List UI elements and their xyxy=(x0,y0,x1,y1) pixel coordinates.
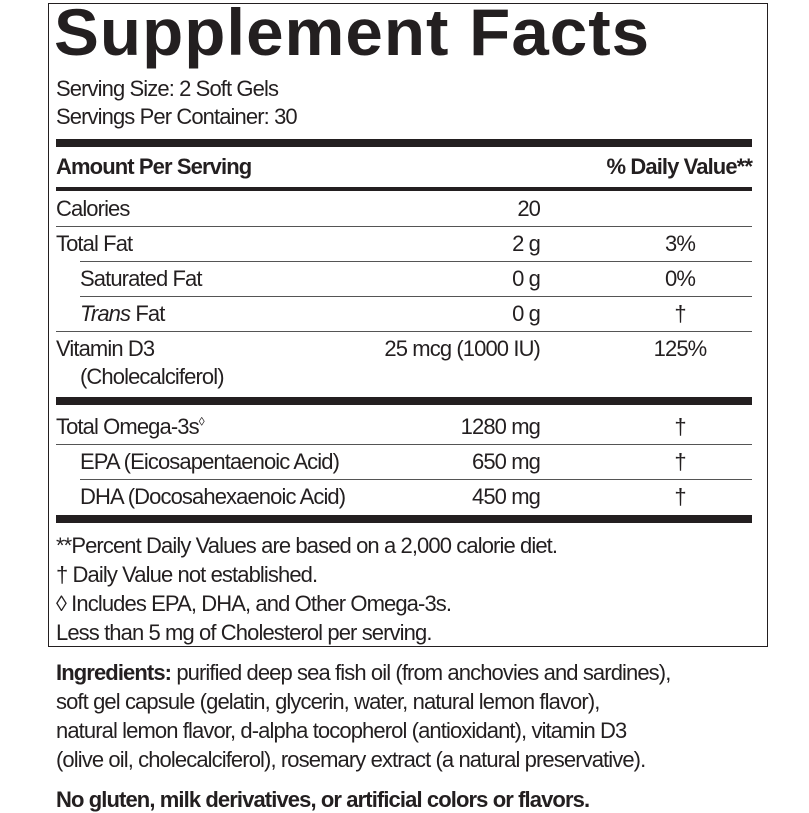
header-divider xyxy=(56,187,752,191)
nutrient-row-dha: DHA (Docosahexaenoic Acid) 450 mg † xyxy=(56,480,752,515)
nutrient-amount: 650 mg xyxy=(472,449,541,474)
row-divider xyxy=(56,226,752,227)
nutrient-dv: † xyxy=(674,414,686,439)
nutrient-name-rest: Fat xyxy=(130,301,165,326)
serving-size: Serving Size: 2 Soft Gels xyxy=(56,76,279,101)
nutrient-row-saturated-fat: Saturated Fat 0 g 0% xyxy=(56,262,752,297)
nutrient-row-epa: EPA (Eicosapentaenoic Acid) 650 mg † xyxy=(56,445,752,480)
nutrient-dv: 125% xyxy=(653,336,708,361)
nutrient-name: EPA (Eicosapentaenoic Acid) xyxy=(80,449,340,474)
nutrient-name: Vitamin D3 xyxy=(56,336,155,361)
nutrient-name: Saturated Fat xyxy=(80,266,203,291)
row-divider xyxy=(80,296,752,297)
ingredients-line: natural lemon flavor, d-alpha tocopherol… xyxy=(56,718,627,743)
nutrient-amount: 450 mg xyxy=(472,484,541,509)
footnote: Less than 5 mg of Cholesterol per servin… xyxy=(56,620,432,645)
nutrient-row-trans-fat: Trans Fat 0 g † xyxy=(56,297,752,332)
nutrient-amount: 0 g xyxy=(512,266,541,291)
thick-divider xyxy=(56,397,752,405)
thick-divider xyxy=(56,139,752,147)
servings-per-container: Servings Per Container: 30 xyxy=(56,104,298,129)
row-divider xyxy=(80,261,752,262)
row-divider xyxy=(80,479,752,480)
nutrient-row-total-omega-3s: Total Omega-3s◊ 1280 mg † xyxy=(56,410,752,445)
ingredients-label: Ingredients: xyxy=(56,660,172,685)
nutrient-amount: 0 g xyxy=(512,301,541,326)
ingredients-line: Ingredients: purified deep sea fish oil … xyxy=(56,660,671,686)
row-divider xyxy=(56,331,752,332)
nutrient-amount: 1280 mg xyxy=(460,414,541,439)
nutrient-amount: 25 mcg (1000 IU) xyxy=(384,336,540,361)
nutrient-subname: (Cholecalciferol) xyxy=(80,364,225,389)
nutrient-row-calories: Calories 20 xyxy=(56,192,752,227)
nutrient-dv: 0% xyxy=(665,266,696,291)
ingredients-text: purified deep sea fish oil (from anchovi… xyxy=(171,660,671,685)
nutrient-row-vitamin-d3: Vitamin D3 (Cholecalciferol) 25 mcg (100… xyxy=(56,332,752,394)
ingredients-line: soft gel capsule (gelatin, glycerin, wat… xyxy=(56,689,600,714)
thick-divider xyxy=(56,515,752,523)
nutrient-dv: 3% xyxy=(665,231,696,256)
nutrient-name-text: Total Omega-3s xyxy=(56,414,200,439)
panel-title: Supplement Facts xyxy=(54,0,651,69)
nutrient-name: DHA (Docosahexaenoic Acid) xyxy=(80,484,346,509)
nutrient-dv: † xyxy=(674,449,686,474)
row-divider xyxy=(56,444,752,445)
nutrient-name: Calories xyxy=(56,196,130,221)
nutrient-name: Total Fat xyxy=(56,231,133,256)
diamond-mark: ◊ xyxy=(198,414,205,429)
nutrient-name: Trans Fat xyxy=(56,301,165,327)
nutrient-dv: † xyxy=(674,484,686,509)
footnote: † Daily Value not established. xyxy=(56,562,318,587)
nutrient-amount: 2 g xyxy=(512,231,541,256)
supplement-facts-panel xyxy=(48,3,768,647)
nutrient-dv: † xyxy=(674,301,686,326)
daily-value-header: % Daily Value** xyxy=(606,154,753,179)
allergen-statement: No gluten, milk derivatives, or artifici… xyxy=(56,787,590,812)
amount-per-serving-header: Amount Per Serving xyxy=(56,154,252,179)
ingredients-line: (olive oil, cholecalciferol), rosemary e… xyxy=(56,747,646,772)
trans-italic: Trans xyxy=(80,301,131,326)
footnote: ◊ Includes EPA, DHA, and Other Omega-3s. xyxy=(56,591,452,616)
footnote: **Percent Daily Values are based on a 2,… xyxy=(56,533,558,558)
nutrient-name: Total Omega-3s◊ xyxy=(56,414,205,440)
nutrient-amount: 20 xyxy=(517,196,541,221)
nutrient-row-total-fat: Total Fat 2 g 3% xyxy=(56,227,752,262)
